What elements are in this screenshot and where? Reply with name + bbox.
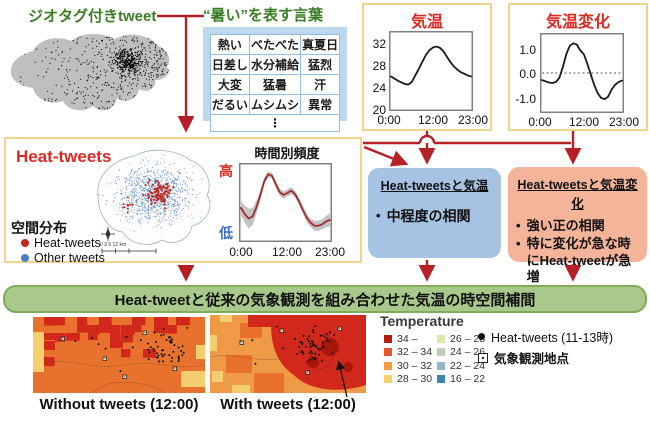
temperature-chart-title: 気温 (410, 14, 443, 31)
range-label: 30 – 32 (397, 359, 433, 372)
y-tick: 0.0 (519, 67, 536, 81)
word-cell: 真夏日 (300, 34, 340, 55)
other-tweet-dot-icon (21, 254, 29, 262)
geotagged-tweet-map (10, 34, 170, 111)
x-tick: 0:00 (528, 115, 552, 129)
range-label: 26 – 28 (450, 332, 486, 345)
y-tick: 20 (372, 103, 386, 117)
temperature-legend-col1: 34 – 32 – 34 30 – 32 28 – 30 (384, 332, 433, 388)
swatch-icon (437, 375, 445, 383)
without-tweets-label: Without tweets (12:00) (39, 396, 199, 413)
legend-item-stations: 気象観測地点 (478, 348, 569, 367)
bullet-item: • 強い正の相関 (516, 218, 605, 233)
bullet-icon: • (516, 236, 521, 252)
heat-tweets-title: Heat-tweets (16, 147, 112, 166)
temp-change-chart (540, 33, 624, 113)
change-correlation-box: Heat-tweetsと気温変化 • 強い正の相関 • 特に変化が急な時にHea… (508, 167, 647, 284)
word-cell: 異常 (300, 94, 340, 115)
temp-change-chart-box: 気温変化 1.0 0.0 -1.0 0:00 12:00 23:00 (508, 3, 648, 131)
word-cell: 猛烈 (300, 54, 340, 75)
swatch-icon (437, 348, 445, 356)
temperature-legend-title: Temperature (380, 313, 464, 329)
range-label: 28 – 30 (397, 373, 433, 385)
legend-label: Other tweets (34, 251, 105, 265)
x-tick: 0:00 (229, 245, 253, 259)
heat-tweets-box: Heat-tweets 0 3 6 12 km 空間分布 Heat-tweets… (4, 137, 362, 265)
station-square-icon (478, 352, 488, 363)
heatmap-without-tweets (33, 317, 205, 393)
change-correlation-title: Heat-tweetsと気温変化 (517, 178, 638, 211)
black-dot-icon (478, 333, 485, 340)
heatmap-with-tweets (210, 315, 366, 393)
geotagged-tweet-label: ジオタグ付きtweet (28, 8, 157, 25)
x-tick: 23:00 (608, 115, 640, 129)
x-tick: 0:00 (377, 113, 401, 127)
hot-words-panel: 熱い べたべた 真夏日 日差し 水分補給 猛烈 大変 猛暑汗 だるい ムシムシ 異常 ⋮ (203, 27, 347, 132)
high-label: 高 (219, 163, 233, 179)
bullet-item: • 特に変化が急な時にHeat-tweetが急増 (516, 236, 632, 284)
swatch-icon (384, 348, 392, 356)
temperature-chart-box: 気温 32 28 24 20 0:00 12:00 23:00 (362, 3, 492, 131)
temp-correlation-box: Heat-tweetsと気温 • 中程度の相関 (368, 168, 501, 258)
hot-words-table: 熱い べたべた 真夏日 日差し 水分補給 猛烈 大変 猛暑汗 だるい ムシムシ 異常 ⋮ (210, 34, 340, 132)
x-tick: 12:00 (271, 245, 303, 259)
legend-label: Heat-tweets (11-13時) (491, 331, 614, 345)
bullet-item: • 中程度の相関 (376, 208, 471, 224)
temperature-legend-col2: 26 – 28 24 – 26 22 – 24 16 – 22 (437, 332, 486, 388)
y-tick: 24 (372, 81, 386, 95)
x-tick: 12:00 (568, 115, 600, 129)
word-cell: 熱い (210, 34, 250, 55)
x-tick: 12:00 (417, 113, 449, 127)
swatch-icon (437, 361, 445, 370)
temp-correlation-title: Heat-tweetsと気温 (380, 179, 489, 193)
x-tick: 23:00 (457, 113, 489, 127)
with-tweets-label: With tweets (12:00) (220, 396, 356, 413)
bullet-icon: • (516, 218, 521, 233)
range-label: 32 – 34 (397, 346, 433, 358)
arrow-heattweets-to-tempcorr (363, 145, 409, 167)
legend-item-other-tweets: Other tweets (21, 251, 105, 265)
word-cell: 水分補給 (248, 54, 302, 75)
temperature-chart (389, 31, 473, 111)
bullet-icon: • (376, 208, 381, 223)
hourly-freq-chart (239, 163, 332, 242)
line-hop (418, 134, 436, 144)
legend-item-heat-tweets: Heat-tweets (21, 236, 101, 250)
heat-tweet-dot-icon (21, 239, 29, 247)
y-tick: 32 (372, 37, 386, 51)
hot-words-title: “暑い”を表す言葉 (203, 7, 324, 24)
word-cell: ムシムシ (248, 94, 302, 115)
range-label: 24 – 26 (450, 346, 486, 358)
swatch-icon (437, 334, 445, 343)
line-hop-mask (420, 136, 434, 143)
low-label: 低 (219, 225, 233, 241)
word-cell: だるい (210, 94, 250, 115)
word-cell: 大変 (210, 74, 250, 95)
hourly-freq-title: 時間別頻度 (254, 146, 320, 161)
range-label: 34 – (397, 332, 418, 345)
legend-item-heat-tweets-time: Heat-tweets (11-13時) (478, 327, 613, 346)
swatch-icon (384, 375, 392, 383)
y-tick: 28 (372, 59, 386, 73)
word-cell: 猛暑 (248, 74, 302, 95)
swatch-icon (384, 334, 392, 343)
word-cell: べたべた (248, 34, 302, 55)
word-cell: 汗 (300, 74, 340, 95)
spatial-distribution-map: 0 3 6 12 km (97, 149, 211, 254)
swatch-icon (384, 361, 392, 370)
legend-label: 気象観測地点 (494, 352, 570, 366)
interpolation-banner: Heat-tweetと従来の気象観測を組み合わせた気温の時空間補間 (3, 285, 647, 313)
y-tick: -1.0 (515, 92, 536, 106)
word-cell: 日差し (210, 54, 250, 75)
range-label: 16 – 22 (450, 373, 486, 385)
svg-text:0 3 6 12 km: 0 3 6 12 km (100, 242, 126, 248)
x-tick: 23:00 (314, 245, 346, 259)
spatial-label: 空間分布 (11, 220, 67, 236)
ellipsis-cell: ⋮ (210, 114, 340, 132)
range-label: 22 – 24 (450, 359, 486, 372)
temp-change-chart-title: 気温変化 (545, 14, 610, 31)
y-tick: 1.0 (519, 43, 536, 57)
legend-label: Heat-tweets (34, 236, 101, 250)
